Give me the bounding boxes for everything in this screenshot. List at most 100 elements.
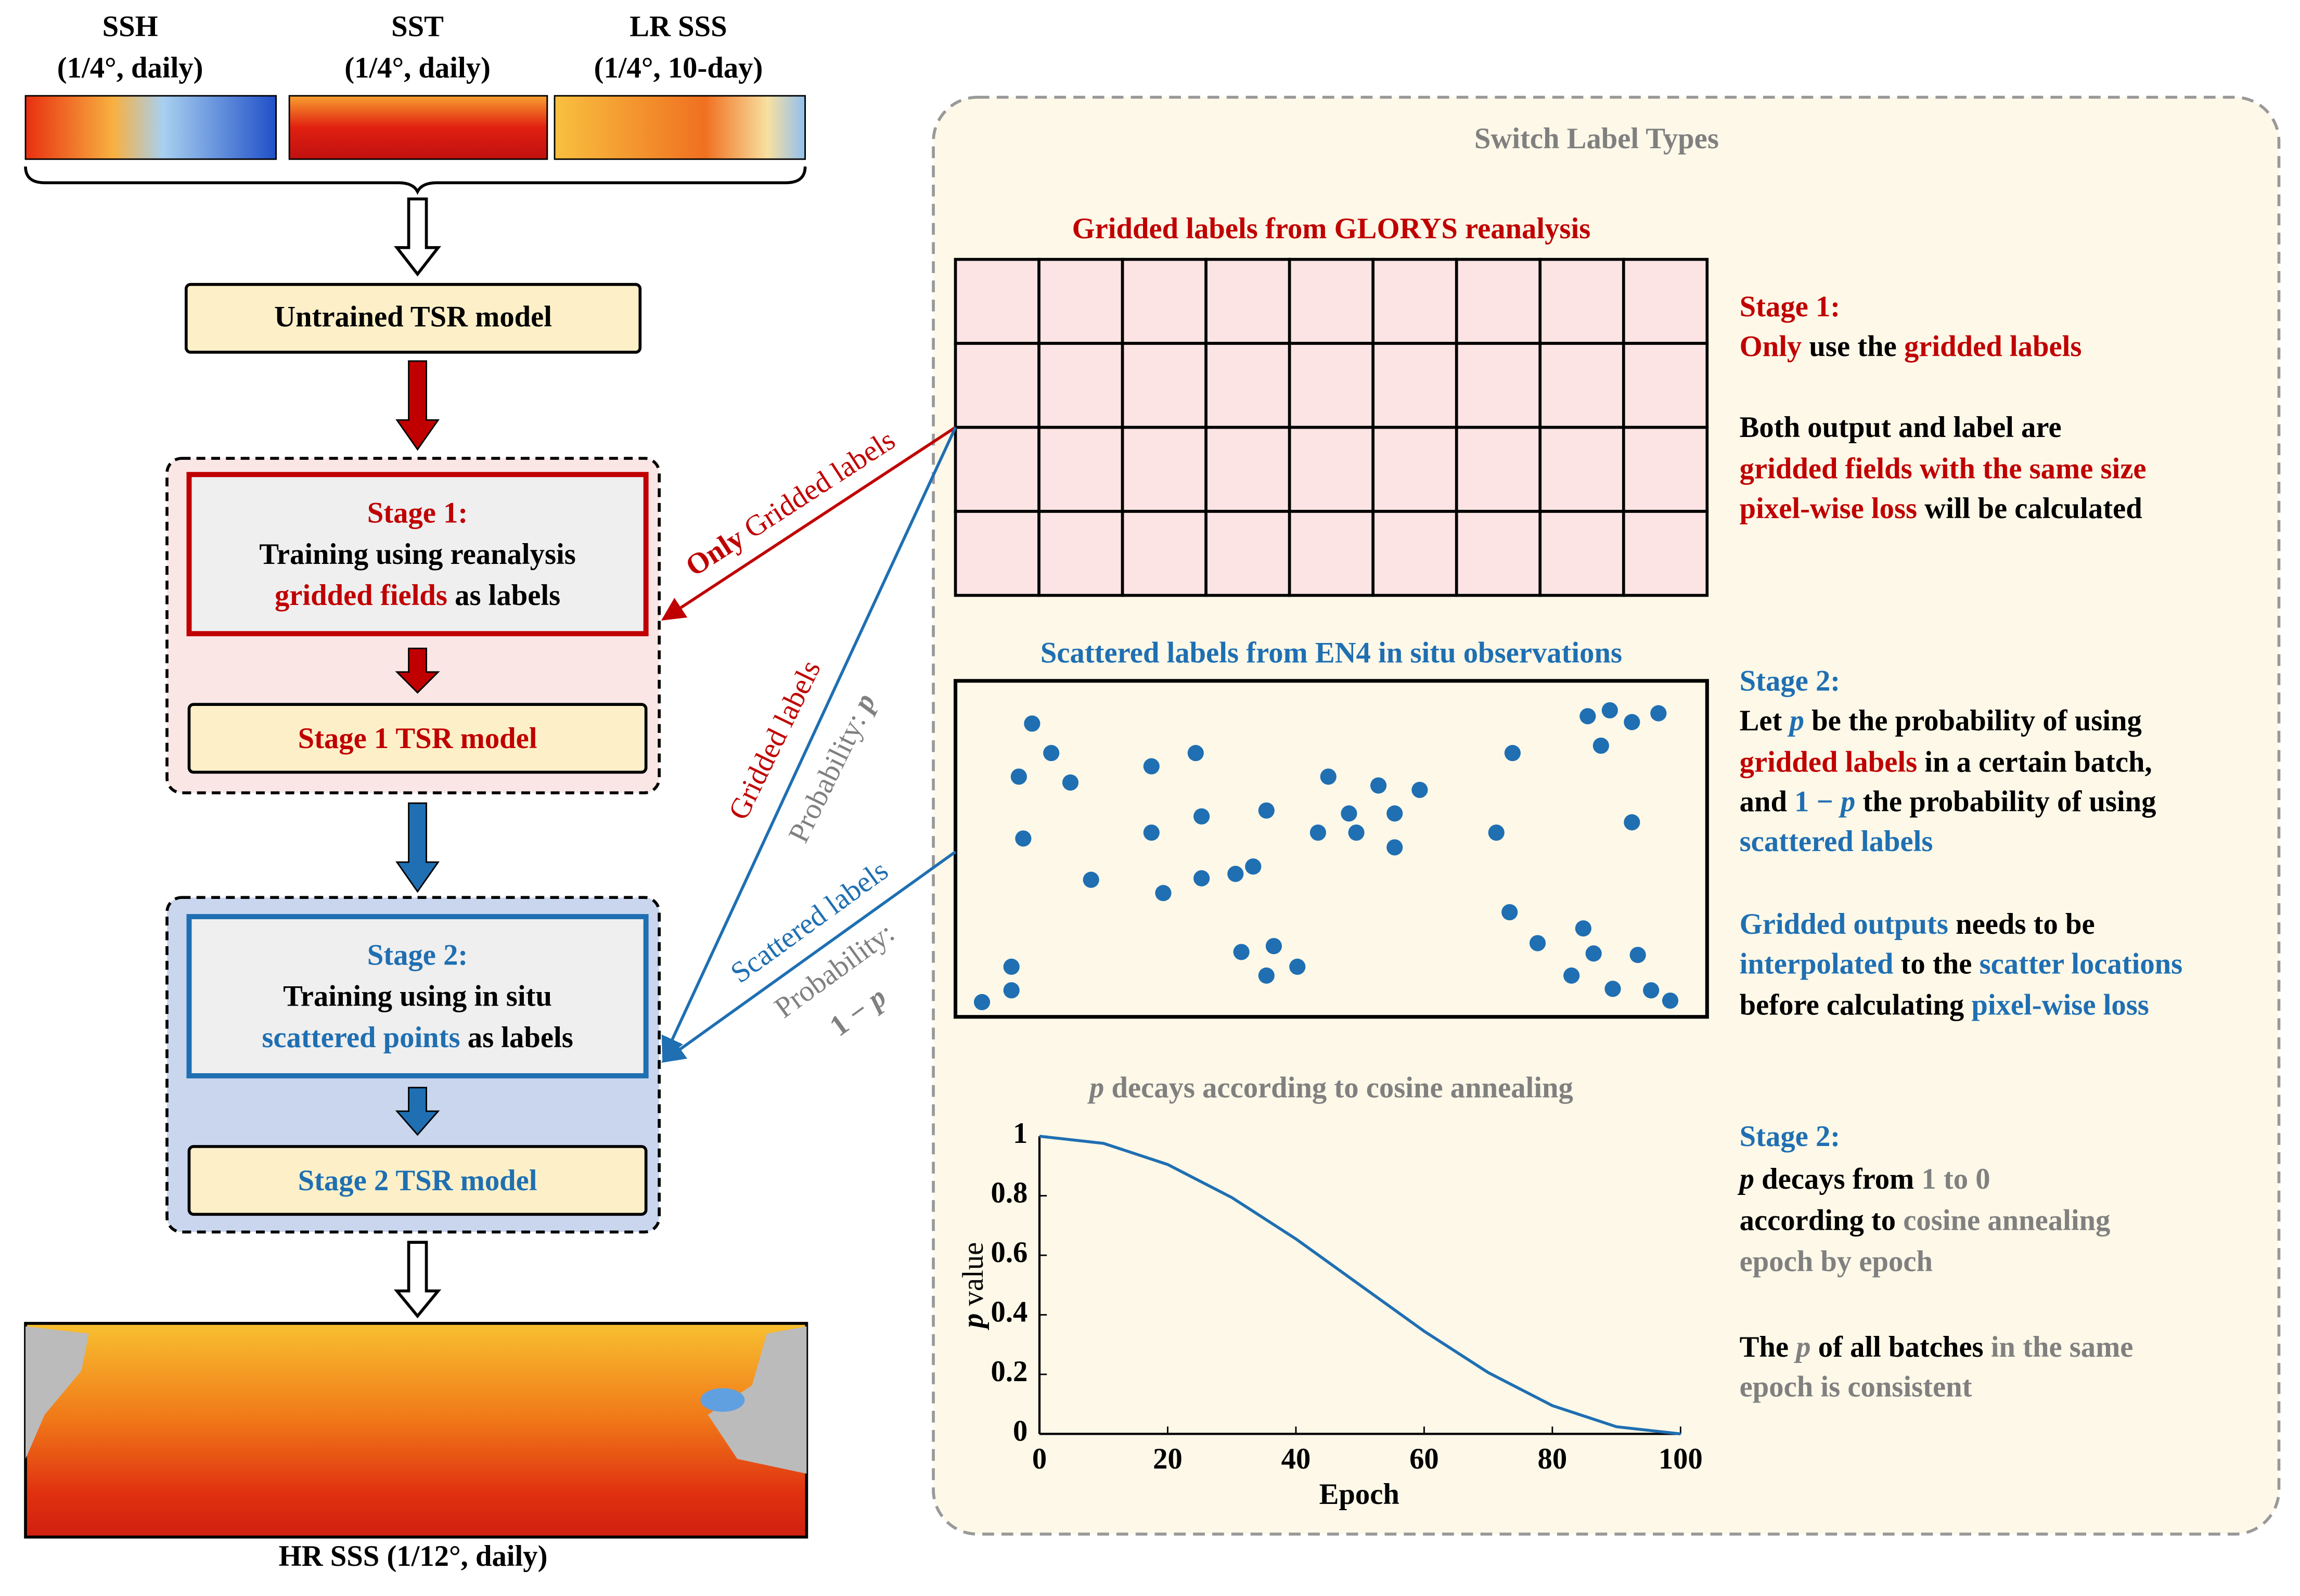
scatter-dots: [973, 702, 1679, 1010]
grid-cell: [1121, 342, 1207, 429]
text-run: epoch by epoch: [1740, 1246, 1933, 1278]
scatter-dot: [1650, 705, 1667, 722]
text-run: interpolated: [1740, 948, 1894, 980]
arrow-label: Only Gridded labels: [680, 424, 901, 583]
input-resolution: (1/4°, daily): [57, 52, 203, 84]
x-tick-label: 40: [1281, 1443, 1311, 1475]
note-line: Only use the gridded labels: [1740, 330, 2082, 363]
text-run: p: [957, 1314, 990, 1331]
text-run: Let: [1740, 705, 1790, 737]
grid-cell: [1204, 426, 1291, 513]
y-tick-label: 0.2: [991, 1356, 1028, 1388]
scatter-dot: [1579, 708, 1596, 725]
stage2-box: [186, 914, 649, 1078]
x-axis-label: Epoch: [1319, 1478, 1399, 1511]
scatter-dot: [1003, 958, 1020, 975]
scatter-dot: [1062, 774, 1079, 791]
panel-title: Switch Label Types: [1474, 123, 1719, 155]
grid-cell: [1371, 342, 1458, 429]
scatter-dot: [1624, 714, 1640, 730]
grid-cell: [954, 258, 1040, 345]
note-line: according to cosine annealing: [1740, 1204, 2111, 1237]
grid-cell: [1622, 510, 1709, 597]
scatter-dot: [1575, 920, 1591, 937]
land: [25, 1326, 89, 1459]
scatter-dot: [1501, 904, 1518, 921]
label: gridded fields as labels: [275, 580, 560, 612]
scatter-dot: [1258, 802, 1275, 819]
stage-title: Stage 2:: [367, 939, 468, 971]
text-run: pixel-wise loss: [1740, 493, 1917, 525]
text-run: will be calculated: [1917, 493, 2142, 525]
text-run: before calculating: [1740, 989, 1972, 1022]
text-run: needs to be: [1948, 908, 2095, 941]
text-run: pixel-wise loss: [1971, 989, 2149, 1022]
blue-arrow: [395, 1087, 440, 1136]
text-run: the probability of using: [1855, 786, 2156, 818]
grid-cell: [1455, 342, 1542, 429]
text-run: scattered points: [262, 1022, 460, 1054]
note-line: pixel-wise loss will be calculated: [1740, 493, 2142, 525]
model-name: Stage 2 TSR model: [298, 1165, 537, 1197]
grid-cell: [1538, 426, 1625, 513]
text-run: in the same: [1991, 1331, 2134, 1363]
grid-cell: [1622, 342, 1709, 429]
x-tick-label: 80: [1538, 1443, 1567, 1475]
text-run: as labels: [447, 580, 560, 612]
text-run: Stage 2:: [1740, 1121, 1841, 1153]
note-line: epoch by epoch: [1740, 1246, 1933, 1278]
x-tick-label: 60: [1409, 1443, 1439, 1475]
scatter-dot: [1245, 858, 1262, 875]
scatter-dot: [1624, 814, 1640, 831]
text-run: gridded labels: [1904, 330, 2081, 363]
grid-cell: [954, 426, 1040, 513]
scatter-dot: [1227, 866, 1244, 882]
scatter-dot: [1585, 945, 1602, 962]
label: scattered points as labels: [262, 1022, 573, 1054]
grid-cell: [1622, 258, 1709, 345]
section-title: Scattered labels from EN4 in situ observ…: [1040, 637, 1622, 670]
blue-arrow: [395, 802, 440, 893]
untrained-box: [184, 282, 642, 354]
note-line: before calculating pixel-wise loss: [1740, 989, 2149, 1022]
sst-map: [288, 95, 548, 160]
section-title: p decays according to cosine annealing: [1087, 1072, 1573, 1104]
text-run: decays according to cosine annealing: [1104, 1072, 1573, 1104]
grid-cell: [1288, 510, 1375, 597]
grid-cell: [1538, 510, 1625, 597]
scatter-dot: [1643, 982, 1660, 999]
scatter-dot: [1155, 885, 1172, 902]
grid-cell: [1204, 258, 1291, 345]
grid-cell: [1538, 342, 1625, 429]
note-line: gridded labels in a certain batch,: [1740, 746, 2152, 778]
grid-cell: [1538, 258, 1625, 345]
text-run: as labels: [460, 1022, 573, 1054]
grid-cell: [1204, 510, 1291, 597]
text-run: scattered labels: [1740, 826, 1933, 858]
input-name: LR SSS: [629, 11, 727, 43]
text-run: in a certain batch,: [1917, 746, 2152, 778]
text-run: p: [1793, 1331, 1810, 1363]
note-line: scattered labels: [1740, 826, 1933, 858]
text-run: p: [1838, 786, 1855, 818]
y-tick-label: 1: [1013, 1117, 1027, 1150]
scatter-dot: [1604, 981, 1621, 997]
text-run: Stage 2:: [367, 939, 468, 971]
hr-sss-map: [24, 1322, 808, 1539]
y-tick-label: 0.8: [991, 1177, 1028, 1209]
x-tick-label: 20: [1153, 1443, 1183, 1475]
grid-cell: [1204, 342, 1291, 429]
untrained-model: Untrained TSR model: [274, 301, 552, 333]
text-run: Stage 2:: [1740, 665, 1841, 697]
note-line: epoch is consistent: [1740, 1371, 1972, 1403]
input-name: SST: [391, 11, 444, 43]
scatter-dot: [1143, 758, 1160, 775]
note-line: Stage 2:: [1740, 665, 1841, 697]
scatter-dot: [1592, 737, 1609, 754]
text-run: epoch is consistent: [1740, 1371, 1972, 1403]
text-run: Switch Label Types: [1474, 123, 1719, 155]
stage1-model-box: [187, 703, 648, 774]
scatter-dot: [1309, 824, 1327, 841]
grid-cell: [1371, 426, 1458, 513]
text-run: to the: [1893, 948, 1979, 980]
